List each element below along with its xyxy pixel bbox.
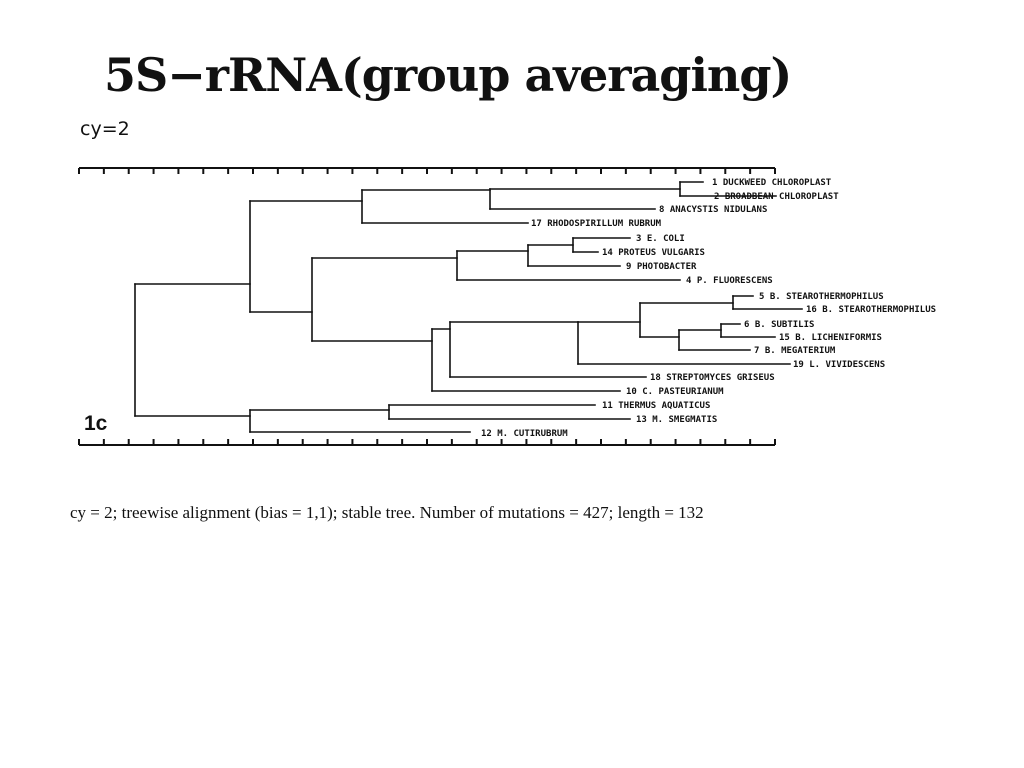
leaf-label: 13 M. SMEGMATIS [636,415,717,425]
cy-label: cy=2 [80,118,130,140]
leaf-label: 12 M. CUTIRUBRUM [481,429,568,439]
leaf-label: 6 B. SUBTILIS [744,320,814,330]
leaf-labels: 1 DUCKWEED CHLOROPLAST 2 BROADBEAN CHLOR… [481,178,936,439]
figure-caption: cy = 2; treewise alignment (bias = 1,1);… [70,503,704,522]
bottom-scale-axis [78,439,776,446]
leaf-label: 1 DUCKWEED CHLOROPLAST [712,178,832,188]
leaf-label: 10 C. PASTEURIANUM [626,387,724,397]
leaf-label: 14 PROTEUS VULGARIS [602,248,705,258]
leaf-label: 15 B. LICHENIFORMIS [779,333,882,343]
leaf-label: 19 L. VIVIDESCENS [793,360,885,370]
leaf-label: 3 E. COLI [636,234,685,244]
leaf-label: 7 B. MEGATERIUM [754,346,836,356]
leaf-label: 17 RHODOSPIRILLUM RUBRUM [531,219,662,229]
leaf-label: 18 STREPTOMYCES GRISEUS [650,373,775,383]
panel-label: 1c [84,412,108,435]
top-scale-axis [78,167,776,174]
leaf-label: 2 BROADBEAN CHLOROPLAST [714,192,839,202]
leaf-label: 8 ANACYSTIS NIDULANS [659,205,767,215]
tree-branches [134,181,803,433]
leaf-label: 4 P. FLUORESCENS [686,276,773,286]
leaf-label: 9 PHOTOBACTER [626,262,697,272]
leaf-label: 5 B. STEAROTHERMOPHILUS [759,292,884,302]
slide-title: 5S−rRNA(group averaging) [104,48,792,102]
leaf-label: 11 THERMUS AQUATICUS [602,401,710,411]
leaf-label: 16 B. STEAROTHERMOPHILUS [806,305,936,315]
